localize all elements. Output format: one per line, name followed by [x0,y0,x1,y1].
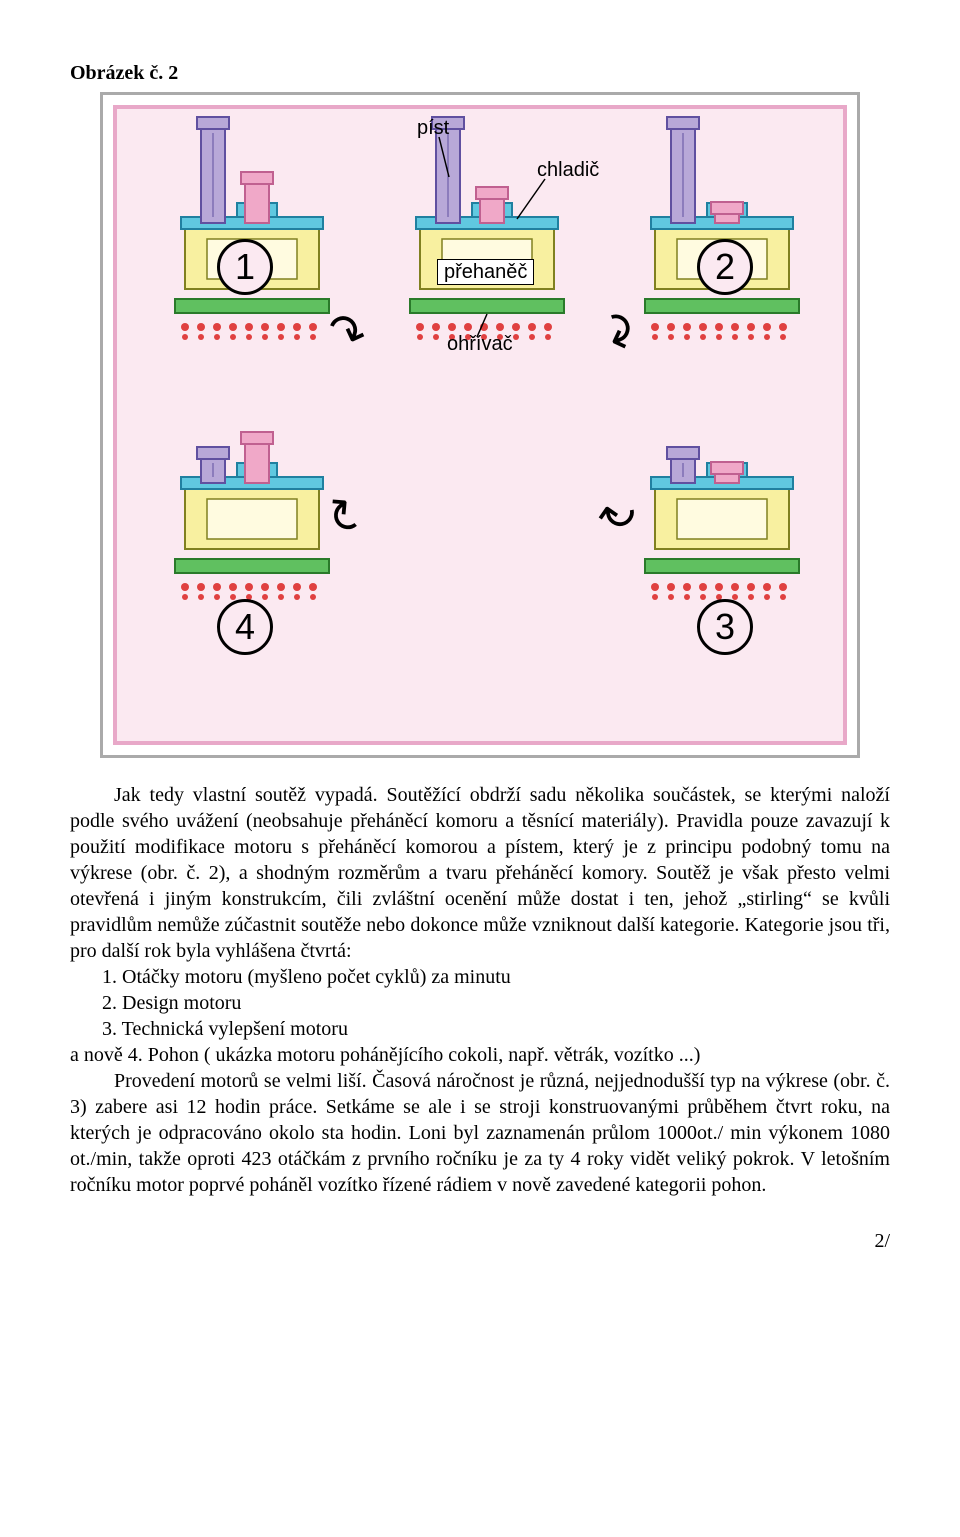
body-text: Jak tedy vlastní soutěž vypadá. Soutěžíc… [70,782,890,1198]
figure-outer-frame: 1234pístchladičpřehaněčohřívač↷↷↷↷ [100,92,860,758]
paragraph-2: Provedení motorů se velmi liší. Časová n… [70,1068,890,1198]
list-item-3: 3. Technická vylepšení motoru [70,1016,890,1042]
list-item-1: 1. Otáčky motoru (myšleno počet cyklů) z… [70,964,890,990]
figure-caption: Obrázek č. 2 [70,60,890,86]
figure-diagram: 1234pístchladičpřehaněčohřívač↷↷↷↷ [113,105,847,745]
list-item-4-line: a nově 4. Pohon ( ukázka motoru pohánějí… [70,1042,890,1068]
list-item-2: 2. Design motoru [70,990,890,1016]
page-number: 2/ [70,1228,890,1254]
cycle-arrow: ↷ [593,486,639,538]
label-pointer-lines [117,109,847,745]
paragraph-1: Jak tedy vlastní soutěž vypadá. Soutěžíc… [70,782,890,964]
